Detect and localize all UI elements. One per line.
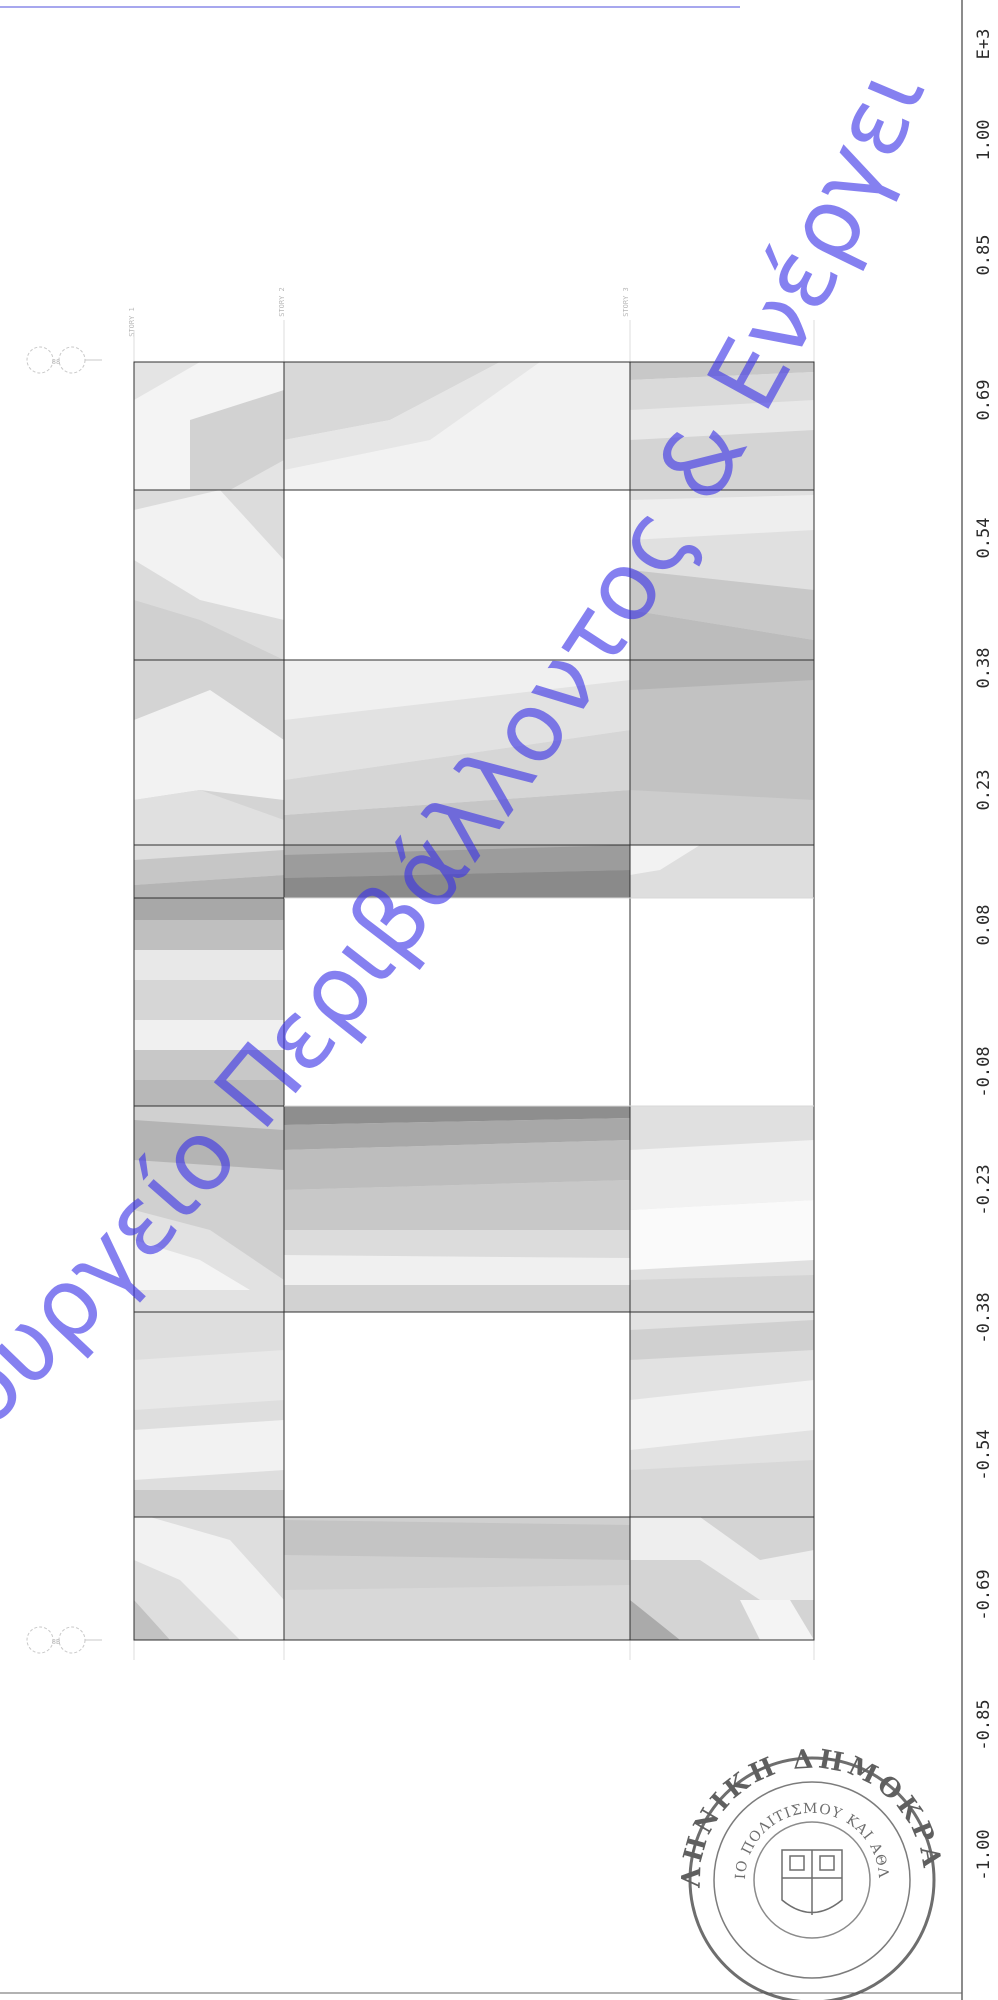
scale-tick-label: 0.23: [974, 770, 994, 811]
scale-bar: E+3 1.00 0.85 0.69 0.54 0.38 0.23 0.08 -…: [974, 29, 994, 1881]
axis-bubble-icon: [26, 1626, 54, 1654]
contour-panel-c1-r6: [134, 1106, 284, 1312]
scale-tick-label: 0.38: [974, 648, 994, 689]
contour-panel-c2-r3: [284, 660, 630, 845]
axis-bubble-icon: [26, 346, 54, 374]
contour-panel-c1-r5: [134, 898, 284, 1106]
scale-tick-label: 0.08: [974, 905, 994, 946]
axis-bubble-icon: [58, 1626, 86, 1654]
contour-panel-c1-r7: [134, 1312, 284, 1517]
axis-bubble-icon: [58, 346, 86, 374]
contour-panel-c2-r6: [284, 1106, 630, 1312]
bottom-axis-bubbles: 8B: [26, 1626, 102, 1654]
contour-panel-c3-r2: [630, 490, 814, 660]
contour-panel-c2-r7: [284, 1312, 630, 1517]
seal-emblem-icon: [781, 1849, 843, 1915]
axis-bubble-label: 8B: [52, 1638, 60, 1646]
scale-tick-label: 0.85: [974, 235, 994, 276]
contour-panel-c3-r7: [630, 1312, 814, 1517]
axis-bubble-label: 88: [52, 358, 60, 366]
contour-panel-c1-r8: [134, 1517, 284, 1640]
scale-tick-label: 0.69: [974, 380, 994, 421]
opening-borders: [284, 897, 814, 1107]
contour-panel-c2-r1: [284, 362, 630, 490]
top-axis-bubbles: 88: [26, 346, 102, 374]
scale-tick-label: -0.85: [974, 1699, 994, 1750]
scale-tick-label: -0.38: [974, 1292, 994, 1343]
contour-panel-c2-r2: [284, 490, 630, 660]
contour-panel-c1-r1: [134, 362, 284, 490]
story-label: STORY 3: [622, 287, 630, 317]
contour-panel-c2-r4: [284, 845, 630, 898]
scale-tick-label: -0.23: [974, 1164, 994, 1215]
story-labels: STORY 1 STORY 2 STORY 3: [128, 287, 630, 337]
scale-tick-label: -0.54: [974, 1429, 994, 1480]
scale-tick-label: -1.00: [974, 1829, 994, 1880]
contour-panel-c1-r2: [134, 490, 284, 660]
contour-panel-c3-r8: [630, 1517, 814, 1640]
scale-tick-label: -0.69: [974, 1569, 994, 1620]
contour-plot: [133, 361, 815, 1641]
scale-tick-label: 1.00: [974, 120, 994, 161]
contour-panel-c1-r4: [134, 845, 284, 898]
contour-panel-c2-r8: [284, 1517, 630, 1640]
contour-panel-c3-r3: [630, 660, 814, 845]
story-label: STORY 2: [278, 287, 286, 317]
story-label: STORY 1: [128, 307, 136, 337]
scale-tick-label: 0.54: [974, 518, 994, 559]
scale-exponent: E+3: [974, 29, 994, 60]
contour-panel-c3-r1: [630, 362, 814, 490]
contour-panel-c3-r5: [630, 898, 814, 1106]
scale-tick-label: -0.08: [974, 1046, 994, 1097]
contour-panel-c1-r3: [134, 660, 284, 845]
contour-panel-c2-r5: [284, 898, 630, 1106]
contour-panel-c3-r4: [630, 845, 814, 898]
contour-panel-c3-r6: [630, 1106, 814, 1312]
